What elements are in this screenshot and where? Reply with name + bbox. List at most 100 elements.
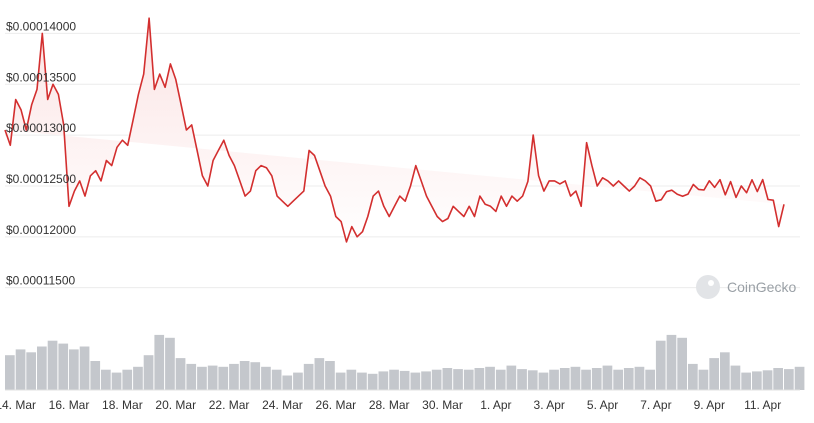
volume-bar bbox=[784, 369, 794, 390]
volume-bar bbox=[58, 343, 69, 390]
volume-bar bbox=[325, 361, 335, 390]
x-tick-label: 9. Apr bbox=[694, 398, 725, 412]
x-tick-label: 22. Mar bbox=[209, 398, 250, 412]
volume-bar bbox=[389, 369, 399, 390]
volume-bar bbox=[335, 372, 346, 390]
gecko-icon bbox=[696, 275, 720, 299]
volume-bar bbox=[47, 340, 58, 390]
volume-bar bbox=[186, 363, 197, 390]
x-axis: 14. Mar 16. Mar 18. Mar 20. Mar 22. Mar 24. M… bbox=[0, 398, 781, 412]
volume-bar bbox=[143, 355, 154, 390]
volume-bar bbox=[229, 363, 239, 390]
volume-bar bbox=[709, 358, 719, 390]
volume-bar bbox=[346, 369, 357, 390]
volume-bar bbox=[79, 346, 90, 390]
volume-bar bbox=[133, 366, 143, 390]
volume-bar bbox=[517, 369, 527, 390]
y-tick-label: $0.00013000 bbox=[6, 121, 76, 135]
y-tick-label: $0.00011500 bbox=[6, 274, 76, 288]
volume-bar bbox=[485, 366, 495, 390]
volume-bar bbox=[90, 361, 101, 390]
volume-bar bbox=[442, 368, 453, 390]
volume-bar bbox=[175, 358, 186, 390]
x-tick-label: 28. Mar bbox=[369, 398, 410, 412]
volume-bar bbox=[613, 369, 623, 390]
price-series bbox=[4, 17, 785, 243]
volume-bar bbox=[506, 365, 517, 390]
volume-bar bbox=[239, 361, 250, 390]
volume-bar bbox=[421, 371, 431, 390]
volume-bar bbox=[688, 363, 698, 390]
volume-bar bbox=[549, 369, 559, 390]
volume-bar bbox=[357, 372, 367, 390]
x-tick-label: 1. Apr bbox=[480, 398, 511, 412]
watermark-label: CoinGecko bbox=[727, 279, 796, 295]
y-tick-label: $0.00014000 bbox=[6, 19, 76, 33]
x-tick-label: 7. Apr bbox=[640, 398, 671, 412]
volume-series bbox=[5, 334, 805, 391]
volume-bar bbox=[271, 369, 282, 390]
volume-bar bbox=[165, 337, 175, 390]
volume-bar bbox=[367, 373, 378, 390]
volume-bar bbox=[730, 365, 741, 390]
x-tick-label: 3. Apr bbox=[534, 398, 565, 412]
volume-bar bbox=[527, 370, 538, 390]
volume-bar bbox=[111, 372, 122, 390]
x-tick-label: 24. Mar bbox=[262, 398, 303, 412]
x-tick-label: 30. Mar bbox=[422, 398, 463, 412]
x-tick-label: 11. Apr bbox=[744, 398, 781, 412]
y-tick-label: $0.00012500 bbox=[6, 172, 76, 186]
volume-bar bbox=[101, 369, 111, 390]
volume-bar bbox=[655, 340, 666, 390]
x-tick-label: 26. Mar bbox=[315, 398, 356, 412]
y-tick-label: $0.00013500 bbox=[6, 70, 76, 84]
volume-bar bbox=[591, 368, 602, 390]
x-tick-label: 16. Mar bbox=[49, 398, 90, 412]
volume-bar bbox=[378, 371, 389, 390]
volume-bar bbox=[645, 369, 655, 390]
volume-bar bbox=[453, 369, 463, 390]
x-tick-label: 5. Apr bbox=[587, 398, 618, 412]
volume-bar bbox=[677, 337, 687, 390]
volume-bar bbox=[5, 355, 15, 390]
volume-bar bbox=[570, 366, 581, 390]
volume-bar bbox=[154, 334, 165, 390]
volume-bar bbox=[773, 368, 783, 390]
volume-bar bbox=[431, 369, 442, 390]
gecko-eye bbox=[708, 280, 714, 286]
volume-bar bbox=[559, 368, 570, 390]
price-area bbox=[5, 18, 784, 242]
volume-bar bbox=[399, 370, 410, 390]
y-tick-label: $0.00012000 bbox=[6, 223, 76, 237]
price-area-fill bbox=[5, 18, 784, 242]
volume-bar bbox=[26, 352, 36, 390]
volume-bar bbox=[261, 366, 271, 390]
x-tick-label: 14. Mar bbox=[0, 398, 36, 412]
y-axis: $0.00011500 $0.00012000 $0.00012500 $0.0001… bbox=[6, 19, 76, 287]
volume-bar bbox=[741, 372, 751, 390]
volume-bar bbox=[15, 349, 26, 390]
volume-bar bbox=[37, 346, 47, 390]
volume-bar bbox=[250, 362, 261, 390]
volume-bar bbox=[634, 366, 645, 390]
volume-bar bbox=[282, 375, 293, 390]
volume-bar bbox=[495, 369, 506, 390]
volume-bar bbox=[698, 369, 709, 390]
volume-bar bbox=[794, 366, 805, 390]
price-line bbox=[4, 17, 785, 243]
volume-bar bbox=[623, 368, 634, 390]
volume-bar bbox=[122, 369, 133, 390]
volume-bar bbox=[581, 369, 591, 390]
coingecko-watermark: CoinGecko bbox=[696, 275, 796, 299]
volume-bar bbox=[538, 372, 549, 390]
volume-bar bbox=[762, 370, 773, 390]
volume-bar bbox=[69, 349, 79, 390]
volume-bar bbox=[293, 372, 303, 390]
volume-bar bbox=[666, 334, 677, 390]
volume-bar bbox=[314, 358, 325, 390]
volume-bar bbox=[207, 365, 218, 390]
gridlines bbox=[5, 32, 800, 289]
x-tick-label: 20. Mar bbox=[155, 398, 196, 412]
volume-bar bbox=[752, 371, 762, 390]
